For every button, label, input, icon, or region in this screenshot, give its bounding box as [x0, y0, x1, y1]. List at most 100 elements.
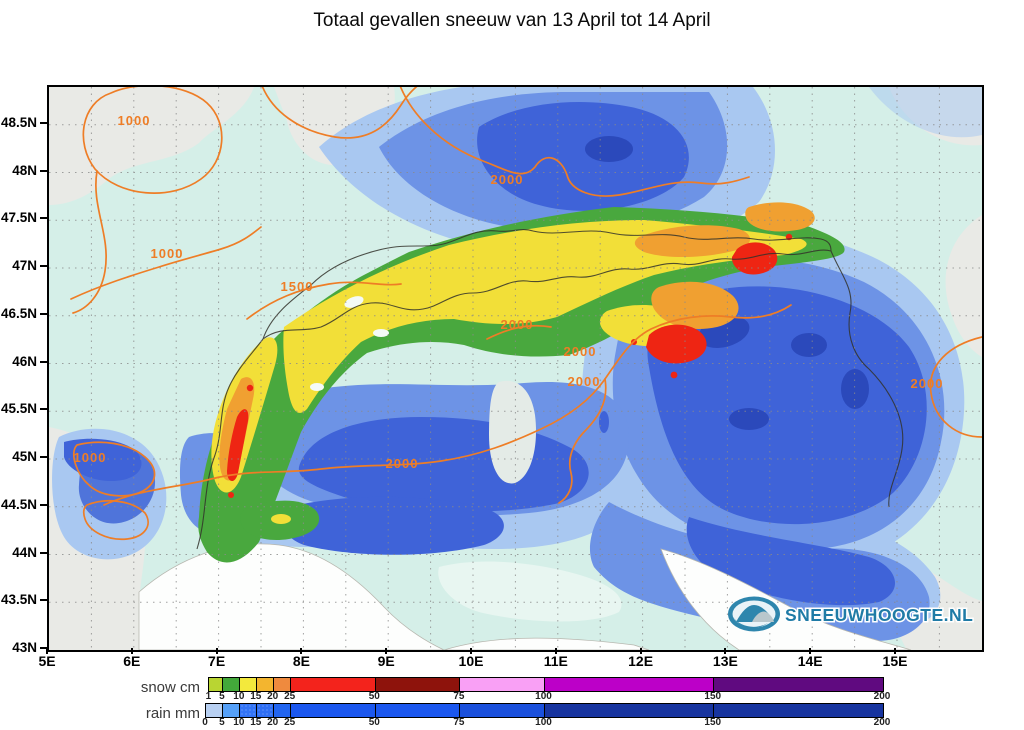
contour-label: 2000	[911, 376, 944, 391]
lon-tick	[300, 648, 303, 654]
legend-separator	[459, 678, 461, 691]
lon-label: 8E	[292, 653, 310, 669]
legend-tick-label: 150	[704, 691, 722, 702]
lat-label: 44.5N	[0, 496, 37, 512]
lat-label: 48N	[12, 162, 37, 178]
map-frame: 1000 2000 1000 1500 2000 2000 2000 2000 1000 2000…	[47, 85, 984, 652]
legend-tick-label: 75	[453, 717, 465, 728]
legend-separator	[239, 704, 241, 717]
lon-tick	[724, 648, 727, 654]
lat-tick	[40, 312, 48, 315]
legend-tick-label: 0	[202, 717, 208, 728]
lon-label: 9E	[377, 653, 395, 669]
contour-label: 2000	[568, 374, 601, 389]
legend-segment	[713, 704, 883, 717]
legend-tick-label: 20	[267, 691, 279, 702]
lat-label: 44N	[12, 544, 37, 560]
legend-tick-label: 10	[233, 717, 245, 728]
watermark-logo	[728, 596, 780, 632]
legend-segment	[459, 704, 545, 717]
lon-tick	[130, 648, 133, 654]
contour-label: 2000	[386, 456, 419, 471]
snow-band-orange	[219, 202, 815, 481]
lat-tick	[40, 551, 48, 554]
legend-separator	[239, 678, 241, 691]
legend-title-rain: rain mm	[145, 705, 200, 722]
lon-tick	[809, 648, 812, 654]
lat-label: 43N	[12, 640, 37, 655]
legend-segment	[209, 678, 223, 691]
legend-segment	[239, 704, 257, 717]
legend-tick-label: 200	[873, 691, 891, 702]
legend-separator	[256, 704, 258, 717]
legend-bar-rain	[205, 703, 884, 718]
lon-tick	[46, 648, 48, 654]
watermark: SNEEUWHOOGTE.NL	[728, 596, 974, 632]
legend-title-snow: snow cm	[140, 679, 200, 696]
contour-labels: 1000 2000 1000 1500 2000 2000 2000 2000 1000 2000	[74, 113, 944, 471]
contour-label: 1000	[118, 113, 151, 128]
sea-areas	[138, 543, 912, 650]
lat-tick	[40, 408, 48, 411]
legend-separator	[543, 678, 545, 691]
contour-label: 2000	[501, 317, 534, 332]
lon-label: 13E	[712, 653, 738, 669]
legend-tick-label: 50	[368, 691, 380, 702]
legend-tick-label: 200	[873, 717, 891, 728]
lon-tick	[215, 648, 218, 654]
lon-tick	[385, 648, 388, 654]
lat-tick	[40, 265, 48, 267]
legend-tick-label: 1	[205, 691, 212, 702]
legend-segment	[239, 678, 257, 691]
lat-tick	[40, 169, 48, 172]
legend-tick-label: 50	[368, 717, 380, 728]
legend-separator	[544, 704, 545, 717]
legend-tick-label: 100	[535, 691, 552, 702]
lon-tick	[470, 648, 472, 654]
legend-tick-label: 20	[267, 717, 279, 728]
lon-label: 7E	[208, 653, 226, 669]
lat-tick	[40, 503, 48, 506]
legend-tick-label: 5	[219, 717, 225, 728]
legend-separator	[273, 678, 275, 691]
contour-label: 2000	[491, 172, 524, 187]
legend-segment	[713, 678, 883, 691]
snow-band-red	[227, 233, 793, 498]
legend-tick-label: 15	[250, 717, 262, 728]
legend-segment	[256, 678, 274, 691]
legend-bar-snow	[208, 677, 884, 692]
lat-tick	[40, 599, 48, 602]
legend-tick-label: 5	[219, 691, 225, 702]
legend-tick-label: 10	[233, 691, 245, 702]
legend-separator	[374, 704, 376, 717]
lat-tick	[40, 360, 48, 363]
legend-separator	[256, 678, 258, 691]
lat-label: 43.5N	[0, 592, 37, 608]
lat-label: 47N	[12, 258, 37, 273]
contour-label: 1000	[151, 246, 184, 261]
legend-tick-label: 25	[284, 691, 296, 702]
lat-label: 47.5N	[0, 210, 37, 226]
legend-tick-label: 100	[535, 717, 552, 728]
snowcap-patches	[310, 296, 389, 391]
map-canvas: 1000 2000 1000 1500 2000 2000 2000 2000 1000 2000…	[49, 87, 982, 650]
lon-label: 6E	[123, 653, 141, 669]
lon-label: 15E	[882, 653, 908, 669]
pale-precip-patch	[438, 561, 622, 622]
legend-segment	[206, 704, 223, 717]
legend-tick-label: 15	[250, 691, 262, 702]
lon-tick	[639, 648, 642, 654]
legend-segment	[273, 704, 291, 717]
contour-label: 2000	[564, 344, 597, 359]
legend-segment	[544, 678, 714, 691]
lat-tick	[40, 647, 48, 649]
legend-tick-label: 25	[284, 717, 296, 728]
lon-label: 10E	[458, 653, 484, 669]
rain-intense-areas	[585, 136, 869, 430]
lon-tick	[894, 648, 896, 654]
legend-tick-label: 150	[704, 717, 722, 728]
legend-separator	[273, 704, 275, 717]
legend-segment	[290, 678, 376, 691]
legend-segment	[375, 704, 460, 717]
lon-label: 12E	[628, 653, 654, 669]
